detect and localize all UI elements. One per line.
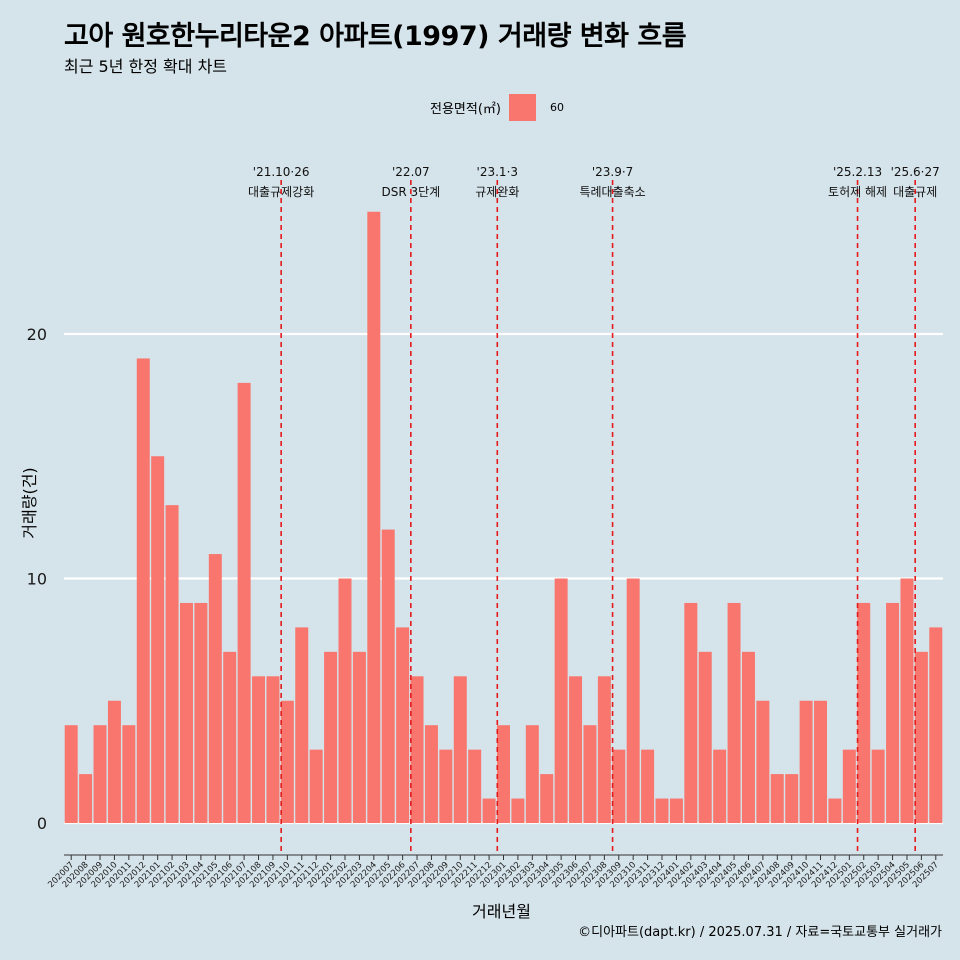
bar — [151, 456, 165, 823]
bar — [439, 749, 453, 823]
bar — [612, 749, 626, 823]
bar — [626, 578, 640, 823]
bar — [194, 602, 208, 823]
event-markers: '21.10·26 대출규제강화 '22.07 DSR 3단계 '23.1·3 규제완화 '… — [248, 165, 940, 855]
bar — [223, 651, 237, 823]
y-tick-label: 20 — [27, 325, 47, 344]
event-label: 대출규제 — [893, 185, 937, 199]
bar — [252, 676, 266, 823]
bar — [410, 676, 424, 823]
source-caption: ©디아파트(dapt.kr) / 2025.07.31 / 자료=국토교통부 실… — [578, 925, 942, 940]
bar — [713, 749, 727, 823]
bar — [352, 651, 366, 823]
bar — [828, 798, 842, 823]
event-label: 대출규제강화 — [248, 185, 314, 199]
bar — [208, 554, 222, 823]
bar — [886, 602, 900, 823]
bar — [338, 578, 352, 823]
bar — [756, 700, 770, 823]
bar — [799, 700, 813, 823]
bar — [857, 602, 871, 823]
bar — [554, 578, 568, 823]
legend-title: 전용면적(㎡) — [430, 101, 501, 117]
bar — [79, 774, 93, 823]
y-axis-title: 거래량(건) — [20, 467, 39, 539]
bar — [814, 700, 828, 823]
bar — [468, 749, 482, 823]
y-tick-label: 0 — [37, 814, 47, 833]
bar — [741, 651, 755, 823]
legend-swatch — [508, 93, 536, 121]
bar — [511, 798, 525, 823]
bar — [842, 749, 856, 823]
chart-subtitle: 최근 5년 한정 확대 차트 — [64, 57, 228, 76]
bar — [914, 651, 928, 823]
x-axis-title: 거래년월 — [472, 902, 531, 921]
bar — [770, 774, 784, 823]
event-label: 특례대출축소 — [579, 185, 645, 199]
y-tick-label: 10 — [27, 570, 47, 589]
chart-title: 고아 원호한누리타운2 아파트(1997) 거래량 변화 흐름 — [64, 21, 687, 52]
event-date-label: '23.9·7 — [592, 165, 633, 179]
bar — [237, 382, 251, 823]
bar — [482, 798, 496, 823]
event-label: 토허제 해제 — [828, 185, 887, 199]
legend-item-label: 60 — [549, 100, 564, 114]
event-date-label: '25.2.13 — [833, 165, 882, 179]
bar — [929, 627, 943, 823]
bar — [367, 211, 381, 823]
bars — [64, 211, 943, 823]
bar — [569, 676, 583, 823]
bar — [525, 725, 539, 823]
bar — [396, 627, 410, 823]
bar — [179, 602, 193, 823]
event-label: 규제완화 — [475, 185, 519, 199]
bar — [309, 749, 323, 823]
bar — [497, 725, 510, 823]
event-date-label: '21.10·26 — [253, 165, 310, 179]
bar — [107, 700, 121, 823]
bar — [266, 676, 280, 823]
bar — [324, 651, 338, 823]
legend: 전용면적(㎡) 60 — [430, 93, 564, 121]
bar — [93, 725, 107, 823]
bar — [641, 749, 655, 823]
bar — [453, 676, 467, 823]
bar — [684, 602, 698, 823]
bar — [900, 578, 914, 823]
event-date-label: '22.07 — [392, 165, 430, 179]
bar — [727, 602, 741, 823]
bar — [64, 725, 78, 823]
bar — [165, 505, 179, 823]
bar — [669, 798, 683, 823]
event-date-label: '25.6·27 — [891, 165, 940, 179]
bar — [136, 358, 150, 823]
bar — [540, 774, 554, 823]
bar — [424, 725, 438, 823]
bar — [583, 725, 597, 823]
bar — [122, 725, 136, 823]
event-date-label: '23.1·3 — [477, 165, 518, 179]
bar — [698, 651, 712, 823]
event-label: DSR 3단계 — [381, 185, 440, 199]
bar — [295, 627, 309, 823]
bar — [381, 529, 395, 823]
bar — [597, 676, 611, 823]
bar — [871, 749, 885, 823]
bar — [785, 774, 799, 823]
bar — [655, 798, 669, 823]
axes: 2020072020082020092020102020112020122021… — [46, 854, 943, 890]
bar — [280, 700, 294, 823]
